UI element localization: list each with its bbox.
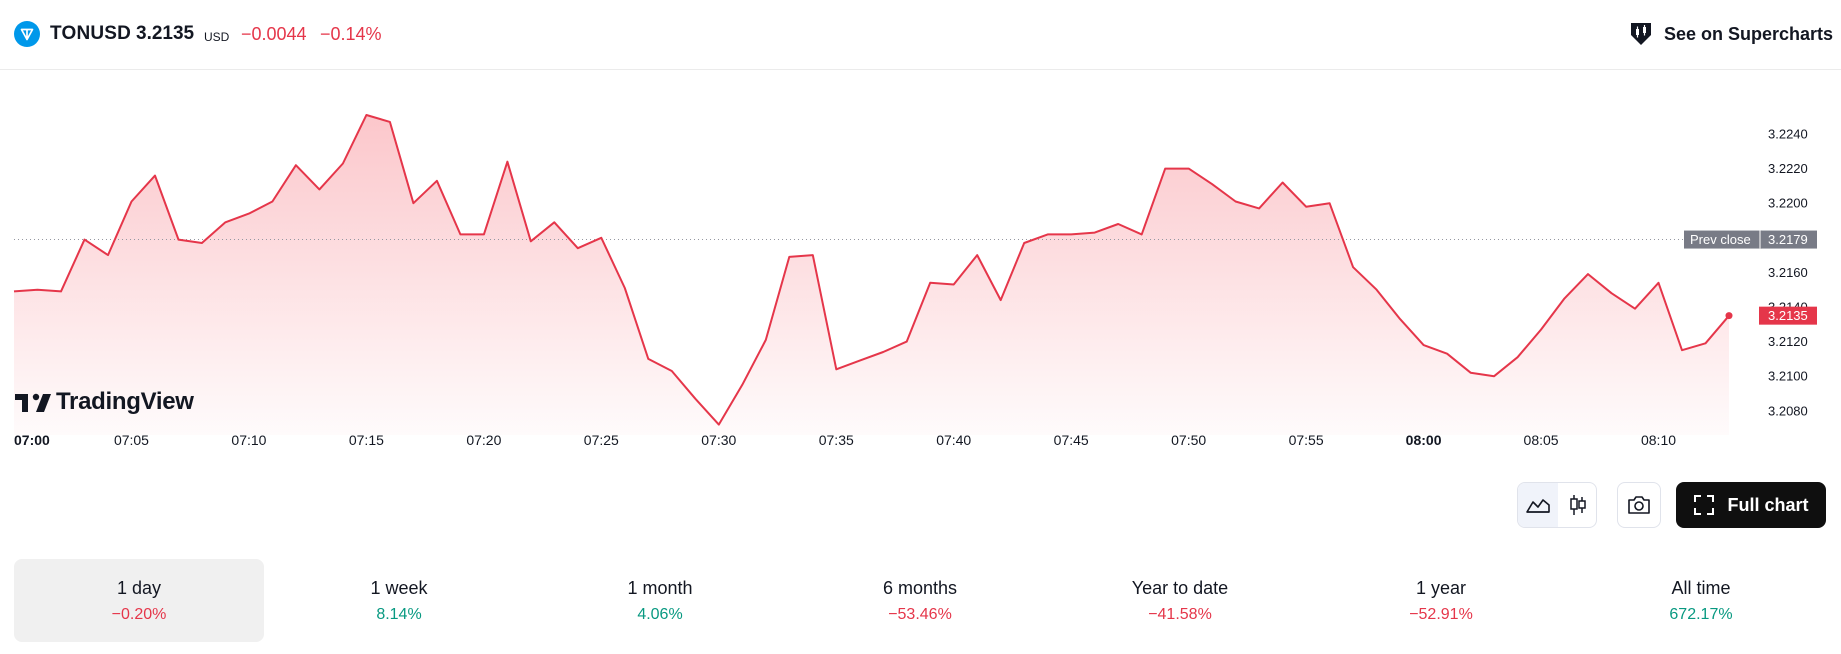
fullscreen-icon [1694, 495, 1715, 515]
last-price-tag: 3.2135 [1759, 306, 1817, 325]
chart-style-toggle [1517, 482, 1597, 528]
x-tick-label: 07:10 [231, 432, 266, 448]
x-tick-label: 07:05 [114, 432, 149, 448]
period-label: 1 year [1415, 578, 1467, 598]
period-label: Year to date [1131, 578, 1229, 598]
x-tick-label: 08:00 [1406, 432, 1442, 448]
x-tick-label: 07:25 [584, 432, 619, 448]
period-change: 8.14% [376, 606, 422, 623]
price-change: −0.0044 [241, 24, 307, 44]
x-tick-label: 07:00 [14, 432, 50, 448]
period-label: All time [1671, 578, 1731, 598]
x-tick-label: 07:55 [1289, 432, 1324, 448]
period-change: −41.58% [1148, 606, 1212, 623]
prev-close-tag-bg [1684, 230, 1762, 249]
x-tick-label: 07:30 [701, 432, 736, 448]
period-change: −53.46% [888, 606, 952, 623]
x-tick-label: 07:15 [349, 432, 384, 448]
period-1-week[interactable]: 1 week 8.14% [274, 559, 524, 642]
last-price-tag-bg [1759, 306, 1817, 325]
y-tick-label: 3.2100 [1768, 369, 1808, 384]
price-chart[interactable]: 3.22403.22203.22003.21603.21403.21203.21… [0, 70, 1841, 460]
price-change-percent: −0.14% [320, 24, 382, 44]
tradingview-logo-icon [15, 393, 51, 412]
prev-close-value: 3.2179 [1768, 232, 1808, 247]
period-1-month[interactable]: 1 month 4.06% [535, 559, 785, 642]
area-chart-icon [1526, 499, 1550, 513]
period-label: 1 day [116, 578, 162, 598]
candlestick-button[interactable] [1558, 483, 1598, 527]
period-1-day[interactable]: 1 day −0.20% [14, 559, 264, 642]
snapshot-button[interactable] [1617, 482, 1661, 528]
x-tick-label: 07:50 [1171, 432, 1206, 448]
x-tick-label: 08:05 [1524, 432, 1559, 448]
period-label: 6 months [882, 578, 958, 598]
prev-close-label: Prev close [1690, 232, 1751, 247]
period-selector: 1 day −0.20% 1 week 8.14% 1 month 4.06% … [14, 559, 1826, 642]
period-year-to-date[interactable]: Year to date −41.58% [1055, 559, 1305, 642]
y-tick-label: 3.2200 [1768, 196, 1808, 211]
period-change: 672.17% [1669, 606, 1733, 623]
period-change: −0.20% [111, 606, 167, 623]
ton-logo-icon [14, 21, 40, 47]
y-tick-label: 3.2120 [1768, 334, 1808, 349]
full-chart-label: Full chart [1727, 494, 1809, 515]
full-chart-button[interactable]: Full chart [1676, 482, 1826, 528]
x-tick-label: 07:35 [819, 432, 854, 448]
x-tick-label: 07:40 [936, 432, 971, 448]
last-price: 3.2135 [136, 23, 195, 44]
period-change: −52.91% [1409, 606, 1473, 623]
y-tick-label: 3.2240 [1768, 127, 1808, 142]
supercharts-icon[interactable] [1626, 18, 1656, 48]
period-label: 1 week [370, 578, 428, 598]
x-tick-label: 07:45 [1054, 432, 1089, 448]
price-series-line [13, 114, 1730, 426]
y-tick-label: 3.2220 [1768, 161, 1808, 176]
prev-close-value-bg [1759, 230, 1817, 249]
tradingview-wordmark: TradingView [56, 388, 194, 415]
prev-close-tag: Prev close 3.2179 [1684, 230, 1817, 249]
y-tick-label: 3.2080 [1768, 403, 1808, 418]
camera-icon [1628, 496, 1650, 514]
see-on-supercharts-link[interactable]: See on Supercharts [1664, 24, 1834, 44]
currency-label: USD [204, 30, 230, 44]
period-change: 4.06% [637, 606, 683, 623]
period-all-time[interactable]: All time 672.17% [1576, 559, 1826, 642]
last-price-point [1725, 312, 1733, 320]
period-label: 1 month [627, 578, 693, 598]
period-6-months[interactable]: 6 months −53.46% [795, 559, 1045, 642]
last-price-tag-value: 3.2135 [1768, 308, 1808, 323]
x-tick-label: 08:10 [1641, 432, 1676, 448]
x-tick-label: 07:20 [466, 432, 501, 448]
period-1-year[interactable]: 1 year −52.91% [1316, 559, 1566, 642]
candlestick-icon [1570, 495, 1586, 515]
price-area-fill [14, 115, 1729, 435]
area-chart-button[interactable] [1518, 483, 1558, 527]
symbol-header: TONUSD 3.2135 USD −0.0044 −0.14% See on … [0, 0, 1841, 70]
y-tick-label: 3.2160 [1768, 265, 1808, 280]
symbol-name[interactable]: TONUSD [50, 23, 132, 44]
